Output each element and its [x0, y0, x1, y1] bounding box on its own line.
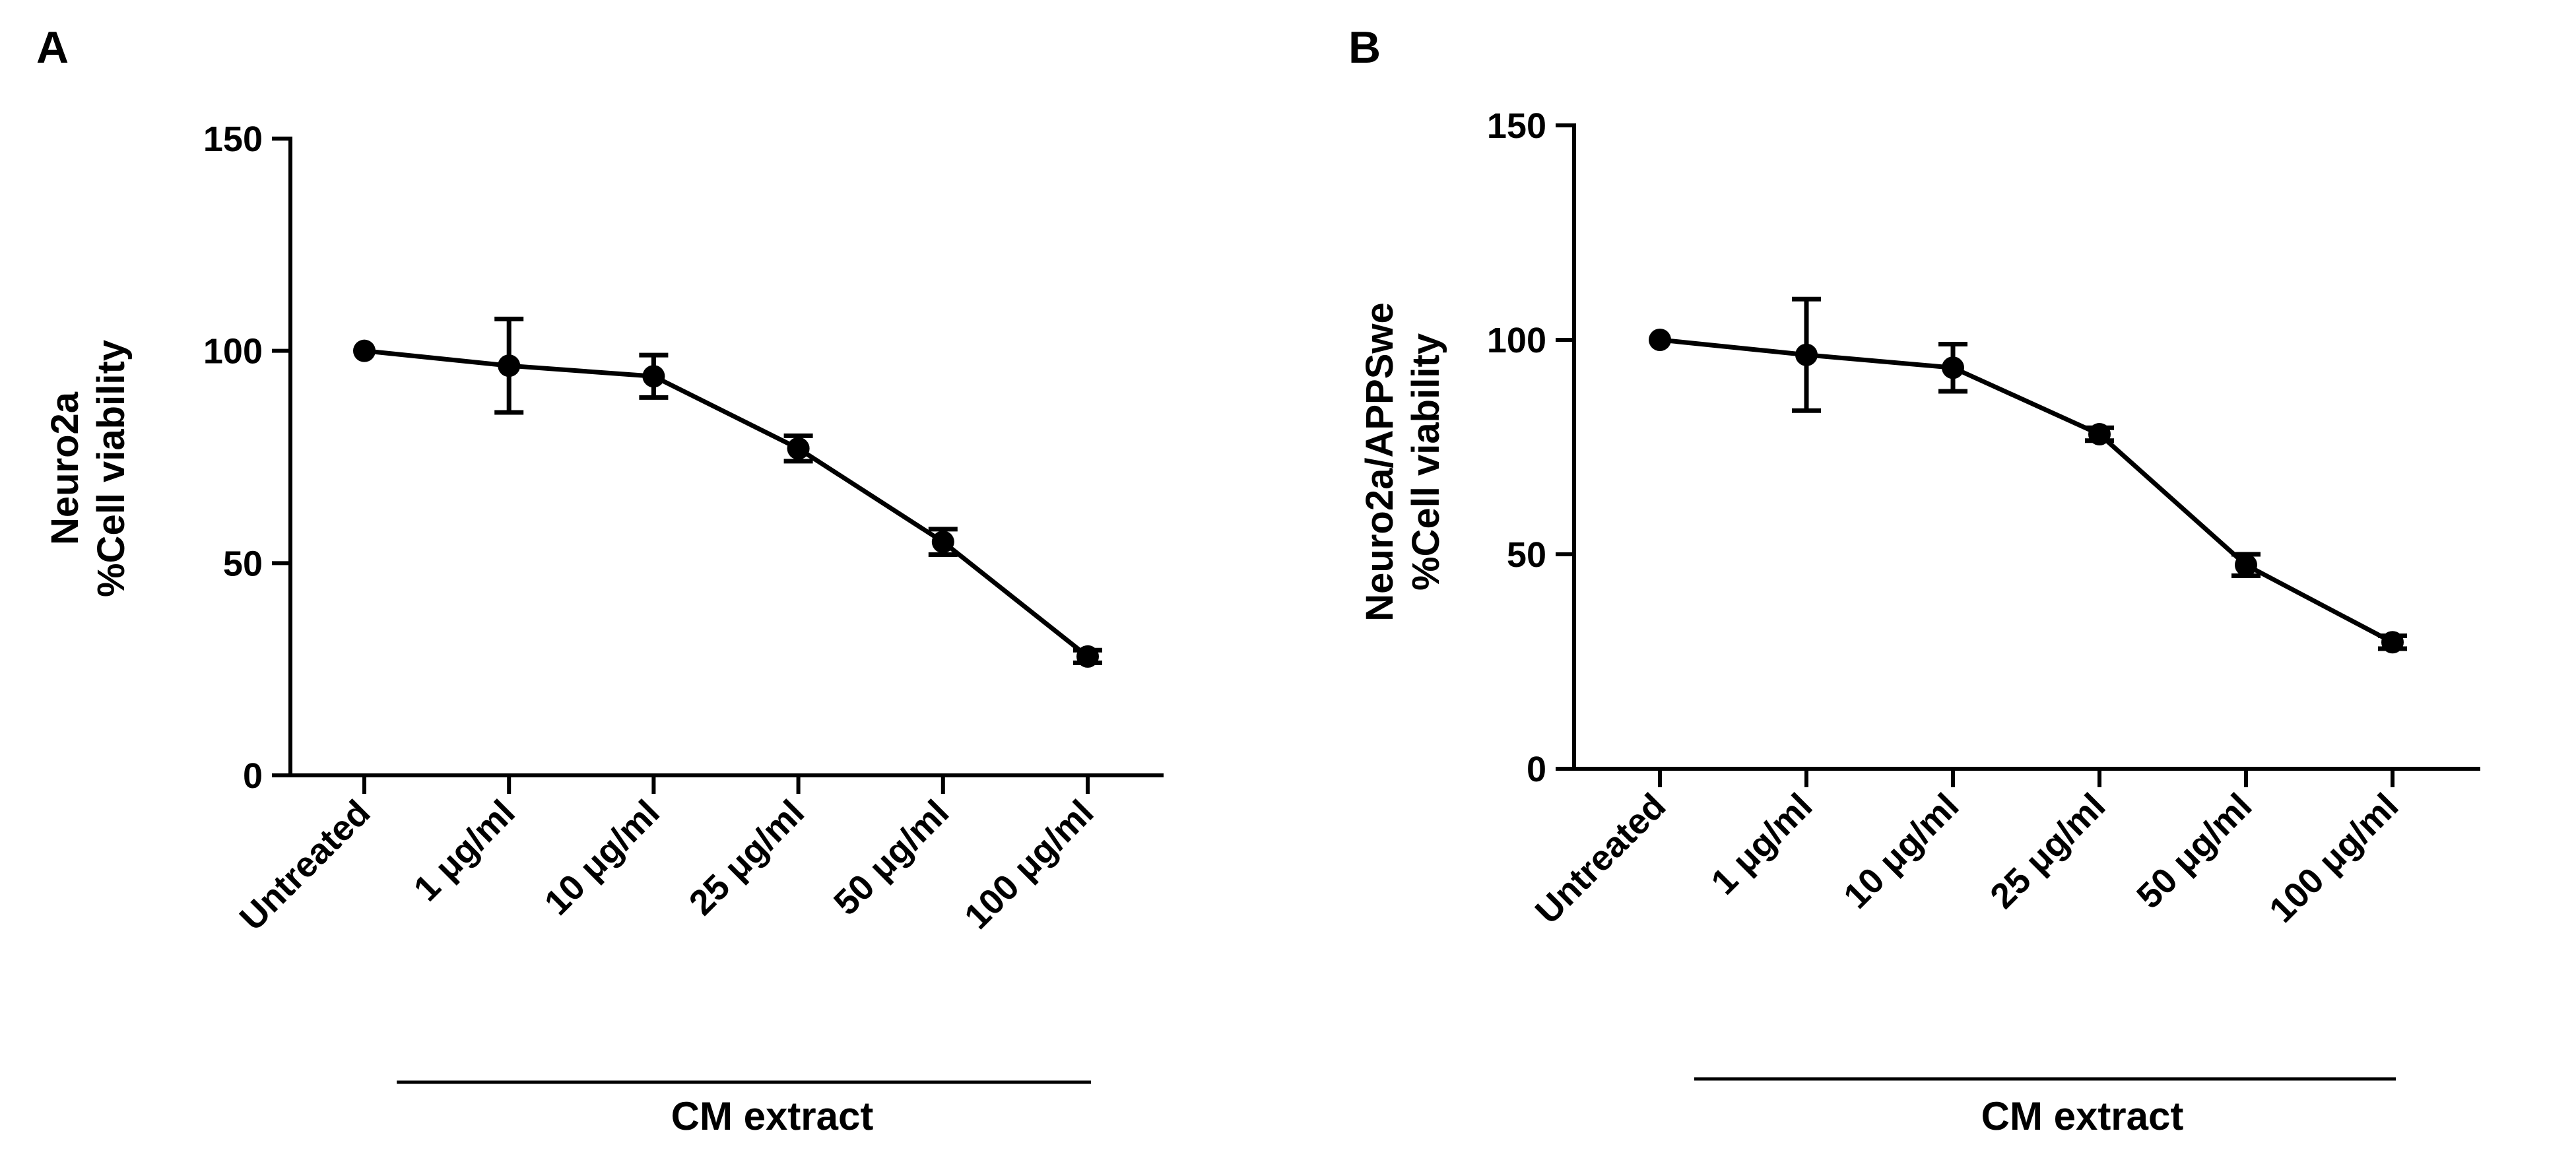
y-axis-label-line-2: %Cell viability [1404, 333, 1447, 591]
y-tick-label: 100 [1487, 321, 1546, 360]
data-point [1942, 356, 1964, 379]
y-tick-label: 50 [223, 544, 263, 583]
y-tick-label: 0 [243, 756, 263, 796]
y-tick-label: 150 [203, 119, 263, 159]
data-point [787, 437, 810, 460]
data-point [2235, 554, 2257, 577]
y-tick-label: 50 [1507, 535, 1546, 575]
panel-letter: B [1348, 22, 1381, 73]
data-point [642, 365, 665, 388]
y-axis-label-line-2: %Cell viability [90, 340, 133, 597]
y-tick-label: 0 [1527, 750, 1546, 789]
y-axis-label-line-1: Neuro2a [44, 391, 86, 545]
data-point [2088, 423, 2111, 445]
y-tick-label: 150 [1487, 106, 1546, 146]
data-point [498, 354, 521, 377]
series-line [1659, 337, 2394, 645]
y-tick-label: 100 [203, 332, 263, 372]
data-point [1076, 645, 1099, 668]
y-axis-label-line-1: Neuro2a/APPSwe [1358, 302, 1401, 622]
data-point [2381, 631, 2404, 654]
data-point [1795, 343, 1818, 366]
data-point [353, 339, 376, 362]
data-point [1649, 329, 1671, 351]
series-line [364, 348, 1090, 659]
group-label: CM extract [1981, 1094, 2184, 1138]
group-label: CM extract [671, 1094, 874, 1138]
panel-letter: A [36, 22, 69, 73]
data-point [931, 531, 954, 554]
